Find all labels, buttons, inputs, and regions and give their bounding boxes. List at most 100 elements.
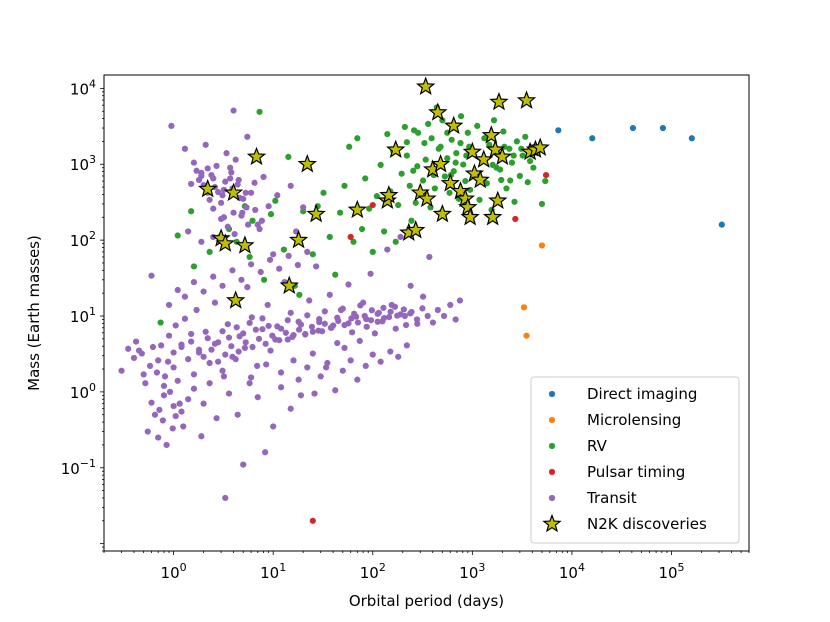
data-point: [510, 152, 517, 159]
data-point: [320, 189, 327, 196]
data-point: [185, 356, 192, 363]
data-point: [410, 127, 418, 134]
data-point: [246, 319, 253, 327]
data-point: [474, 122, 481, 130]
data-point: [270, 251, 277, 258]
data-point: [174, 377, 181, 384]
data-point: [311, 390, 318, 397]
data-point-star: [492, 146, 513, 166]
data-point: [357, 302, 364, 309]
data-point: [341, 321, 348, 329]
data-point: [659, 124, 667, 132]
data-point-star: [470, 169, 490, 189]
data-point: [200, 400, 207, 407]
series-5: [198, 76, 550, 309]
data-point-star: [246, 146, 267, 166]
data-point: [242, 189, 249, 196]
data-point: [254, 221, 261, 228]
data-point-star: [450, 181, 471, 200]
data-point: [181, 145, 189, 152]
data-point: [392, 325, 399, 332]
data-point: [262, 340, 269, 347]
data-point-star: [444, 115, 464, 135]
data-point: [247, 189, 255, 196]
x-tick-label: 102: [360, 561, 386, 582]
data-point: [282, 329, 289, 336]
data-point: [460, 161, 467, 168]
data-point: [156, 406, 163, 413]
data-point: [267, 347, 274, 354]
data-point: [321, 320, 328, 327]
data-point: [289, 333, 296, 341]
data-point: [452, 159, 459, 166]
plot-frame: [103, 74, 750, 552]
data-point: [419, 293, 427, 300]
data-point: [419, 177, 427, 184]
data-point: [244, 284, 251, 291]
data-point: [222, 494, 229, 502]
data-point: [361, 312, 368, 320]
data-point: [190, 263, 198, 270]
data-point: [490, 117, 498, 124]
data-point: [155, 434, 162, 441]
data-point: [452, 316, 459, 323]
data-point: [335, 317, 342, 325]
y-tick-label: 104: [70, 77, 96, 98]
data-point: [163, 441, 170, 449]
data-point: [260, 173, 267, 181]
data-point: [193, 167, 200, 174]
y-tick-label: 102: [70, 229, 96, 250]
data-point: [317, 373, 324, 380]
data-point: [363, 323, 370, 330]
data-point: [356, 337, 363, 344]
data-point: [138, 350, 145, 357]
legend-label: RV: [587, 437, 608, 455]
data-point-star: [288, 229, 309, 249]
legend-label: Pulsar timing: [587, 463, 685, 481]
legend-marker: [548, 468, 556, 476]
data-point: [284, 317, 291, 324]
data-point: [238, 212, 245, 219]
data-point: [204, 335, 211, 342]
x-axis-label: Orbital period (days): [349, 592, 504, 610]
data-point: [257, 268, 264, 276]
data-point: [263, 361, 270, 368]
data-point: [425, 120, 432, 128]
data-point: [362, 175, 369, 182]
data-point: [387, 348, 394, 355]
data-point: [448, 136, 455, 143]
data-point: [180, 423, 187, 430]
data-point: [457, 113, 465, 120]
data-point: [354, 376, 361, 383]
data-point: [225, 334, 233, 341]
data-point: [410, 167, 417, 174]
data-point: [354, 135, 361, 142]
data-point: [508, 159, 516, 166]
data-point: [512, 215, 519, 223]
data-point: [222, 351, 229, 358]
data-point: [296, 291, 303, 298]
data-point: [151, 411, 159, 418]
data-point: [277, 384, 285, 391]
data-point: [246, 380, 253, 387]
data-point: [225, 390, 233, 397]
data-point: [324, 359, 331, 367]
data-point: [421, 139, 428, 147]
data-point-star: [462, 141, 483, 161]
y-tick-label: 101: [70, 305, 96, 326]
legend-label: Transit: [586, 489, 637, 507]
data-point: [130, 354, 138, 362]
data-point: [160, 392, 168, 399]
data-point: [688, 135, 695, 142]
legend-box: [530, 376, 740, 544]
data-point: [498, 176, 505, 184]
data-point: [213, 415, 220, 422]
data-point: [397, 233, 404, 241]
data-point: [185, 396, 192, 403]
data-point-star: [223, 182, 244, 202]
data-point: [351, 310, 358, 317]
data-point: [348, 329, 356, 336]
data-point: [118, 367, 125, 374]
data-point: [264, 301, 271, 309]
data-point: [210, 273, 217, 280]
